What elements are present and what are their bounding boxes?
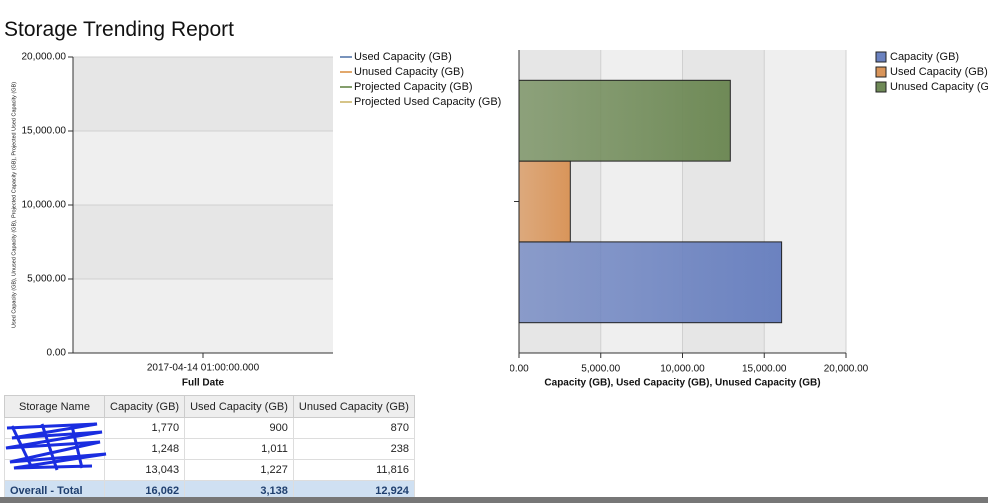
y-tick-label: 0.00 xyxy=(47,348,67,359)
grid-band xyxy=(73,205,333,279)
y-tick-label: 10,000.00 xyxy=(22,200,67,211)
cell: 16,062 xyxy=(103,480,186,502)
legend-swatch xyxy=(875,66,887,78)
cell: 238 xyxy=(292,438,415,460)
x-tick-label: 15,000.00 xyxy=(742,364,787,375)
legend-swatch xyxy=(875,81,887,93)
y-axis-title: Used Capacity (GB), Unused Capacity (GB)… xyxy=(11,82,17,328)
y-tick-label: 5,000.00 xyxy=(27,274,66,285)
bar xyxy=(518,79,731,162)
line-chart: 0.00 5,000.00 10,000.00 15,000.00 20,000.00 2… xyxy=(11,51,501,389)
x-tick-label: 5,000.00 xyxy=(581,364,620,375)
legend-label: Unused Capacity (GB) xyxy=(890,81,988,93)
x-tick-label: 2017-04-14 01:00:00.000 xyxy=(147,363,260,374)
total-row: Overall - Total 16,062 3,138 12,924 xyxy=(4,480,415,502)
cell: Overall - Total xyxy=(4,480,105,502)
cell: 1,227 xyxy=(184,459,294,481)
cell: 1,770 xyxy=(103,417,186,439)
grid-band xyxy=(73,131,333,205)
cell: 1,248 xyxy=(103,438,186,460)
grid-band xyxy=(73,57,333,131)
cell: 1,011 xyxy=(184,438,294,460)
x-axis-title: Capacity (GB), Used Capacity (GB), Unuse… xyxy=(544,378,820,389)
x-tick-label: 0.00 xyxy=(510,364,529,375)
legend-label: Projected Capacity (GB) xyxy=(354,81,473,93)
header-cell: Storage Name xyxy=(4,395,105,418)
header-row: Storage Name Capacity (GB) Used Capacity… xyxy=(4,395,415,418)
cell: 870 xyxy=(292,417,415,439)
legend-label: Unused Capacity (GB) xyxy=(354,66,464,78)
grid-band xyxy=(73,279,333,353)
bottom-bar xyxy=(0,497,988,503)
header-cell: Used Capacity (GB) xyxy=(184,395,294,418)
report-title: Storage Trending Report xyxy=(4,18,234,41)
cell: 13,043 xyxy=(103,459,186,481)
cell: 900 xyxy=(184,417,294,439)
legend-label: Used Capacity (GB) xyxy=(354,51,452,63)
header-cell: Capacity (GB) xyxy=(103,395,186,418)
x-tick-label: 20,000.00 xyxy=(824,364,869,375)
header-cell: Unused Capacity (GB) xyxy=(292,395,415,418)
cell: 12,924 xyxy=(292,480,415,502)
redaction-scribble xyxy=(5,422,107,471)
legend-swatch xyxy=(875,51,887,63)
legend-label: Projected Used Capacity (GB) xyxy=(354,96,501,108)
bar-chart: 0.00 5,000.00 10,000.00 15,000.00 20,000.00 C… xyxy=(510,50,988,389)
bar xyxy=(518,160,571,243)
y-tick-label: 20,000.00 xyxy=(22,52,67,63)
x-tick-label: 10,000.00 xyxy=(660,364,705,375)
legend-label: Used Capacity (GB) xyxy=(890,66,988,78)
bar xyxy=(518,241,783,324)
legend-label: Capacity (GB) xyxy=(890,51,959,63)
cell: 11,816 xyxy=(292,459,415,481)
x-axis-title: Full Date xyxy=(182,378,225,389)
y-tick-label: 15,000.00 xyxy=(22,126,67,137)
